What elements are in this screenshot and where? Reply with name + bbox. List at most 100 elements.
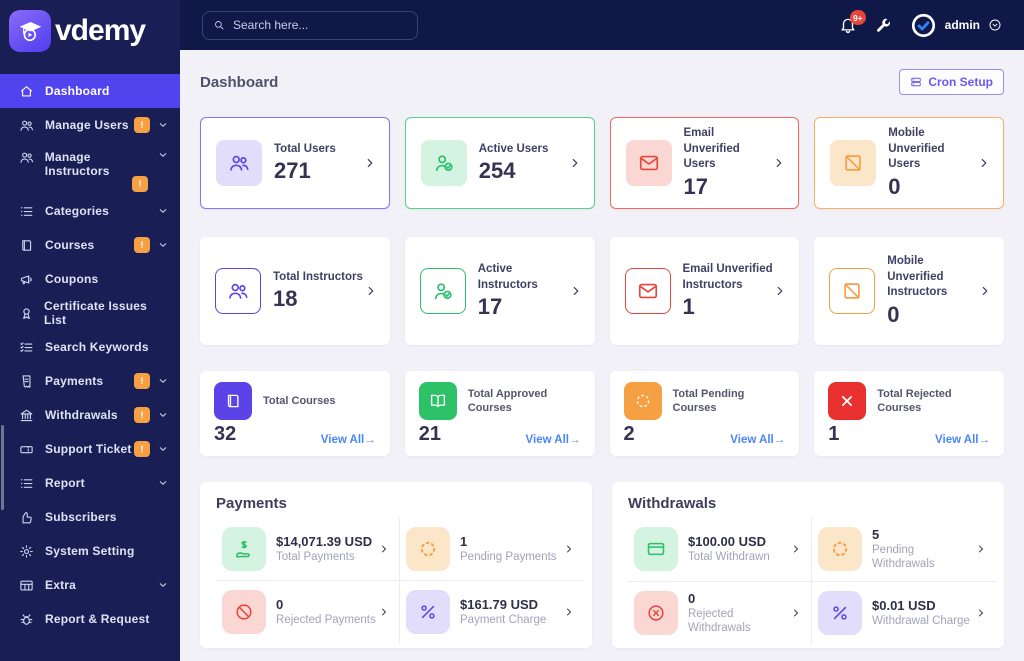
sidebar-item-report-request[interactable]: Report & Request — [0, 602, 180, 636]
spinner-icon — [818, 527, 862, 572]
users-icon — [19, 118, 45, 133]
course-stats-row: Total Courses 32 View All→ Total Approve… — [200, 371, 1004, 456]
chevron-down-icon — [158, 150, 168, 160]
search-icon — [213, 19, 225, 31]
withdrawals-pending-cell[interactable]: 5 Pending Withdrawals — [812, 518, 996, 581]
brand-logo[interactable]: vdemy — [0, 0, 180, 62]
chevron-right-icon — [773, 157, 785, 169]
home-icon — [19, 84, 45, 99]
withdrawals-total-cell[interactable]: $100.00 USD Total Withdrawn — [628, 518, 812, 581]
server-icon — [910, 76, 922, 88]
user-menu[interactable]: admin — [910, 12, 1002, 39]
chevron-right-icon — [791, 608, 801, 618]
ticket-icon — [19, 442, 45, 457]
chevron-down-icon — [158, 444, 168, 454]
view-all-link[interactable]: View All→ — [935, 434, 990, 446]
list-icon — [19, 476, 45, 491]
sidebar-item-certificate-issues-list[interactable]: Certificate Issues List — [0, 296, 180, 330]
gear-icon — [19, 544, 45, 559]
phone-slash-icon — [830, 140, 877, 186]
sidebar-item-dashboard[interactable]: Dashboard — [0, 74, 180, 108]
bank-icon — [19, 408, 45, 423]
book-open-icon — [418, 382, 457, 420]
brand-name: vdemy — [55, 14, 146, 47]
stat-card-total-users[interactable]: Total Users 271 — [200, 117, 390, 209]
card-total-courses[interactable]: Total Courses 32 View All→ — [200, 371, 390, 456]
chevron-down-icon — [158, 376, 168, 386]
chevron-down-icon — [158, 580, 168, 590]
withdrawals-rejected-cell[interactable]: 0 Rejected Withdrawals — [628, 580, 812, 645]
card-total-rejected-courses[interactable]: Total Rejected Courses 1 View All→ — [814, 371, 1004, 456]
sidebar-item-report[interactable]: Report — [0, 466, 180, 500]
summary-panels: Payments $14,071.39 USD Total Payments — [200, 482, 1004, 648]
stat-card-active-users[interactable]: Active Users 254 — [404, 117, 595, 209]
search-box[interactable] — [202, 10, 418, 40]
mail-icon — [624, 268, 671, 314]
bug-icon — [19, 612, 45, 627]
sidebar-item-extra[interactable]: Extra — [0, 568, 180, 602]
award-icon — [19, 306, 44, 321]
spinner-icon — [623, 382, 662, 420]
chevron-down-icon — [158, 240, 168, 250]
chevron-right-icon — [976, 544, 986, 554]
sidebar-item-system-setting[interactable]: System Setting — [0, 534, 180, 568]
stat-card-mobile-unverified-instructors[interactable]: Mobile Unverified Instructors 0 — [814, 237, 1004, 345]
alert-badge: ! — [134, 407, 150, 423]
x-icon — [828, 382, 867, 420]
payments-rejected-cell[interactable]: 0 Rejected Payments — [216, 580, 400, 643]
alert-badge: ! — [134, 237, 150, 253]
payments-charge-cell[interactable]: $161.79 USD Payment Charge — [400, 580, 584, 643]
user-check-icon — [419, 268, 466, 314]
cron-setup-button[interactable]: Cron Setup — [899, 69, 1004, 95]
stat-card-email-unverified-instructors[interactable]: Email Unverified Instructors 1 — [609, 237, 800, 345]
settings-wrench-button[interactable] — [875, 17, 892, 34]
list-check-icon — [19, 340, 45, 355]
view-all-link[interactable]: View All→ — [320, 434, 376, 446]
panel-title: Withdrawals — [628, 495, 717, 512]
chevron-down-icon — [158, 478, 168, 488]
sidebar-scrollbar-thumb[interactable] — [1, 425, 4, 510]
sidebar-item-payments[interactable]: Payments ! — [0, 364, 180, 398]
circle-x-icon — [634, 591, 678, 636]
view-all-link[interactable]: View All→ — [525, 434, 581, 446]
chevron-down-icon — [158, 120, 168, 130]
payments-pending-cell[interactable]: 1 Pending Payments — [400, 518, 584, 580]
alert-badge: ! — [132, 176, 148, 192]
withdrawals-panel: Withdrawals $100.00 USD Total Withdrawn — [612, 482, 1004, 648]
sidebar-item-manage-users[interactable]: Manage Users ! — [0, 108, 180, 142]
credit-card-icon — [634, 527, 678, 572]
chevron-right-icon — [564, 607, 574, 617]
alert-badge: ! — [134, 373, 150, 389]
sidebar-item-search-keywords[interactable]: Search Keywords — [0, 330, 180, 364]
withdrawals-charge-cell[interactable]: $0.01 USD Withdrawal Charge — [812, 580, 996, 645]
card-total-approved-courses[interactable]: Total Approved Courses 21 View All→ — [404, 371, 595, 456]
stat-card-mobile-unverified-users[interactable]: Mobile Unverified Users 0 — [814, 117, 1004, 209]
stat-card-active-instructors[interactable]: Active Instructors 17 — [404, 237, 595, 345]
sidebar-item-categories[interactable]: Categories — [0, 194, 180, 228]
card-total-pending-courses[interactable]: Total Pending Courses 2 View All→ — [609, 371, 800, 456]
sidebar-item-withdrawals[interactable]: Withdrawals ! — [0, 398, 180, 432]
stat-card-email-unverified-users[interactable]: Email Unverified Users 17 — [609, 117, 800, 209]
users-icon — [19, 150, 45, 165]
stat-card-total-instructors[interactable]: Total Instructors 18 — [200, 237, 390, 345]
receipt-icon — [19, 374, 45, 389]
sidebar-item-support-ticket[interactable]: Support Ticket ! — [0, 432, 180, 466]
view-all-link[interactable]: View All→ — [730, 434, 786, 446]
page-title: Dashboard — [200, 73, 279, 91]
sidebar-item-courses[interactable]: Courses ! — [0, 228, 180, 262]
alert-badge: ! — [134, 441, 150, 457]
search-input[interactable] — [233, 18, 393, 32]
notifications-button[interactable]: 9+ — [839, 10, 866, 34]
user-check-icon — [420, 140, 467, 186]
sidebar-item-subscribers[interactable]: Subscribers — [0, 500, 180, 534]
payments-total-cell[interactable]: $14,071.39 USD Total Payments — [216, 518, 400, 580]
chevron-right-icon — [791, 544, 801, 554]
users-icon — [216, 140, 262, 186]
list-icon — [19, 204, 45, 219]
sidebar-item-manage-instructors[interactable]: Manage Instructors ! — [0, 142, 180, 194]
chevron-right-icon — [564, 544, 574, 554]
notification-count-badge: 9+ — [849, 10, 866, 25]
sidebar-item-coupons[interactable]: Coupons — [0, 262, 180, 296]
username-label: admin — [944, 18, 980, 32]
chevron-right-icon — [976, 608, 986, 618]
